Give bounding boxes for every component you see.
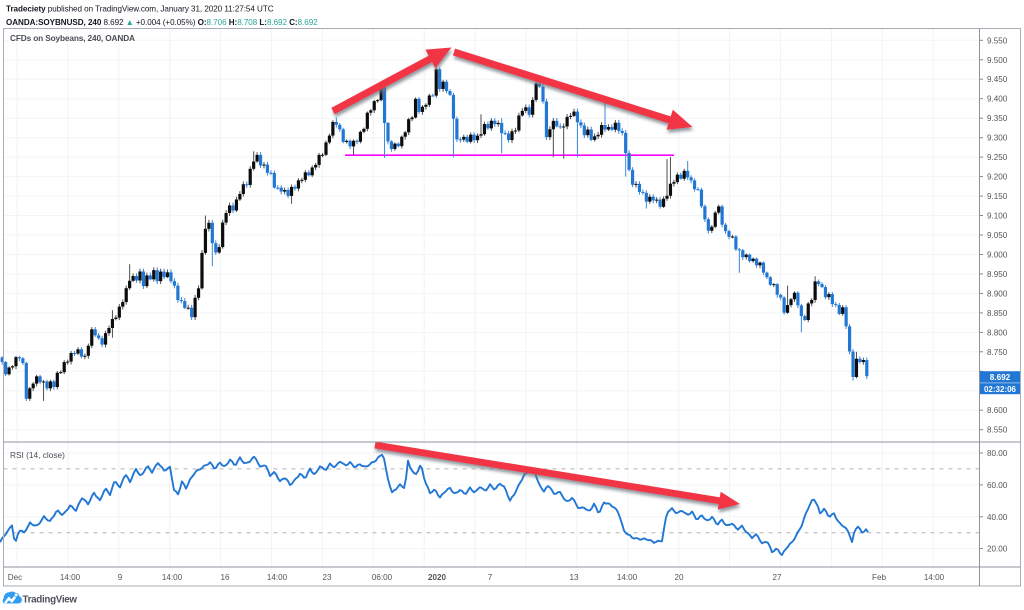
svg-text:06:00: 06:00 [372, 573, 393, 582]
svg-text:2020: 2020 [428, 573, 447, 582]
svg-text:9.150: 9.150 [987, 192, 1008, 201]
svg-text:7: 7 [488, 573, 493, 582]
svg-text:20: 20 [674, 573, 684, 582]
svg-text:9.300: 9.300 [987, 134, 1008, 143]
svg-text:RSI (14, close): RSI (14, close) [10, 450, 65, 460]
svg-text:14:00: 14:00 [267, 573, 288, 582]
svg-text:14:00: 14:00 [617, 573, 638, 582]
svg-text:8.600: 8.600 [987, 406, 1008, 415]
svg-text:9: 9 [118, 573, 123, 582]
svg-text:16: 16 [220, 573, 230, 582]
svg-text:9.500: 9.500 [987, 56, 1008, 65]
svg-text:8.550: 8.550 [987, 426, 1008, 435]
svg-text:27: 27 [772, 573, 782, 582]
svg-text:14:00: 14:00 [924, 573, 945, 582]
svg-text:9.050: 9.050 [987, 231, 1008, 240]
svg-text:14:00: 14:00 [60, 573, 81, 582]
svg-text:8.950: 8.950 [987, 270, 1008, 279]
svg-text:8.750: 8.750 [987, 348, 1008, 357]
svg-text:8.900: 8.900 [987, 289, 1008, 298]
svg-text:TradingView: TradingView [23, 594, 78, 605]
svg-text:20.00: 20.00 [987, 545, 1008, 554]
svg-text:9.250: 9.250 [987, 153, 1008, 162]
svg-text:14:00: 14:00 [162, 573, 183, 582]
svg-text:9.350: 9.350 [987, 114, 1008, 123]
svg-text:8.800: 8.800 [987, 328, 1008, 337]
svg-text:Feb: Feb [872, 573, 886, 582]
svg-text:02:32:06: 02:32:06 [984, 385, 1017, 394]
svg-text:8.692: 8.692 [990, 373, 1011, 382]
svg-text:9.200: 9.200 [987, 173, 1008, 182]
svg-text:9.000: 9.000 [987, 251, 1008, 260]
svg-text:13: 13 [569, 573, 579, 582]
svg-text:40.00: 40.00 [987, 513, 1008, 522]
svg-text:Dec: Dec [8, 573, 22, 582]
svg-text:9.100: 9.100 [987, 212, 1008, 221]
svg-text:23: 23 [322, 573, 332, 582]
svg-text:9.550: 9.550 [987, 36, 1008, 45]
svg-text:Tradeciety published on Tradin: Tradeciety published on TradingView.com,… [6, 5, 274, 14]
svg-text:60.00: 60.00 [987, 481, 1008, 490]
svg-text:9.400: 9.400 [987, 95, 1008, 104]
svg-text:CFDs on Soybeans, 240, OANDA: CFDs on Soybeans, 240, OANDA [10, 33, 135, 43]
svg-text:80.00: 80.00 [987, 449, 1008, 458]
svg-text:8.850: 8.850 [987, 309, 1008, 318]
svg-text:OANDA:SOYBNUSD, 240 8.692 ▲ +0: OANDA:SOYBNUSD, 240 8.692 ▲ +0.004 (+0.0… [6, 18, 318, 27]
svg-text:9.450: 9.450 [987, 75, 1008, 84]
